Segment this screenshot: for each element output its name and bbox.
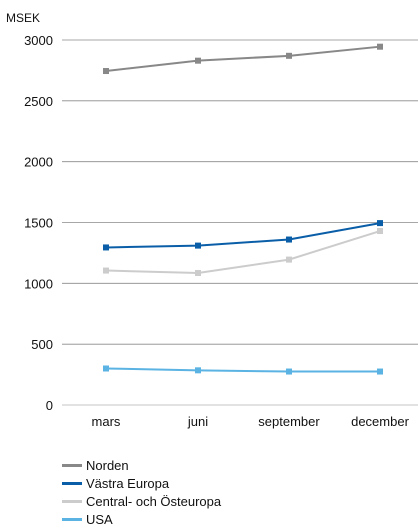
x-tick-label-juni: juni: [187, 414, 208, 429]
y-axis-unit-label: MSEK: [6, 11, 40, 25]
legend-item-0: Norden: [62, 456, 221, 474]
series-1-point-0: [103, 244, 109, 251]
series-3-point-0: [103, 365, 109, 372]
y-tick-label-3000: 3000: [24, 33, 53, 48]
legend-label-3: USA: [86, 511, 113, 527]
series-line-1: [105, 222, 381, 249]
y-tick-label-2000: 2000: [24, 155, 53, 170]
series-2-point-0: [103, 267, 109, 274]
series-3-point-2: [286, 368, 292, 375]
legend: Norden Västra Europa Central- och Östeurop…: [62, 456, 221, 528]
y-tick-label-1000: 1000: [24, 276, 53, 291]
y-tick-label-2500: 2500: [24, 94, 53, 109]
series-line-2: [105, 230, 381, 274]
x-tick-label-december: december: [351, 414, 409, 429]
series-1-point-3: [377, 220, 383, 227]
series-0-point-3: [377, 43, 383, 50]
series-1-point-1: [195, 242, 201, 249]
legend-item-1: Västra Europa: [62, 474, 221, 492]
y-tick-label-500: 500: [31, 337, 53, 352]
legend-item-2: Central- och Östeuropa: [62, 492, 221, 510]
series-line-3: [105, 367, 380, 373]
legend-swatch-0: [62, 463, 82, 467]
series-1-point-2: [286, 236, 292, 243]
series-2-point-3: [377, 228, 383, 235]
series-0-point-0: [103, 68, 109, 75]
series-line-0: [105, 45, 381, 73]
legend-swatch-3: [62, 517, 82, 521]
legend-swatch-1: [62, 481, 82, 485]
legend-item-3: USA: [62, 510, 221, 528]
legend-label-1: Västra Europa: [86, 475, 170, 491]
legend-swatch-2: [62, 499, 82, 503]
x-tick-label-september: september: [258, 414, 320, 429]
series-0-point-2: [286, 52, 292, 59]
x-tick-label-mars: mars: [92, 414, 121, 429]
series-3-point-3: [377, 368, 383, 375]
series-2-point-1: [195, 269, 201, 276]
y-tick-label-1500: 1500: [24, 216, 53, 231]
legend-label-2: Central- och Östeuropa: [86, 493, 222, 509]
legend-label-0: Norden: [86, 457, 129, 473]
series-0-point-1: [195, 57, 201, 64]
series-2-point-2: [286, 256, 292, 263]
series-3-point-1: [195, 367, 201, 374]
y-tick-label-0: 0: [46, 398, 53, 413]
